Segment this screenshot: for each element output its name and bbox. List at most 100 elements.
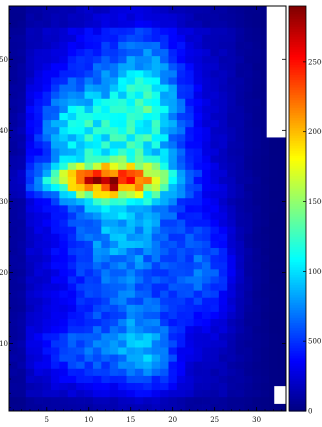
heatmap-cell — [227, 325, 237, 334]
heatmap-cell — [42, 69, 52, 78]
heatmap-cell — [218, 27, 228, 35]
heatmap-cell — [244, 197, 253, 206]
heatmap-cell — [235, 6, 245, 14]
heatmap-cell — [50, 276, 60, 284]
heatmap-cell — [252, 283, 262, 291]
heatmap-cell — [59, 204, 69, 213]
heatmap-cell — [269, 339, 278, 348]
heatmap-cell — [269, 254, 278, 263]
heatmap-cell — [252, 212, 262, 220]
heatmap-cell — [143, 6, 153, 14]
heatmap-cell — [59, 382, 69, 391]
heatmap-cell — [160, 48, 169, 57]
heatmap-cell — [42, 183, 52, 192]
heatmap-cell — [17, 27, 27, 35]
heatmap-cell — [67, 169, 77, 177]
heatmap-cell — [67, 396, 77, 405]
heatmap-cell — [193, 339, 203, 348]
heatmap-cell — [244, 219, 253, 227]
heatmap-cell — [92, 41, 102, 50]
heatmap-cell — [143, 169, 153, 177]
heatmap-cell — [84, 233, 94, 241]
colorbar-band — [289, 11, 306, 15]
heatmap-cell — [260, 318, 270, 327]
heatmap-cell — [34, 347, 43, 355]
heatmap-cell — [218, 347, 228, 355]
heatmap-cell — [235, 197, 245, 206]
heatmap-cell — [235, 276, 245, 284]
heatmap-cell — [210, 261, 220, 270]
heatmap-cell — [109, 332, 119, 341]
heatmap-cell — [160, 155, 169, 163]
heatmap-cell — [17, 91, 27, 99]
heatmap-cell — [168, 268, 178, 277]
white-mask-regions — [266, 6, 286, 404]
heatmap-cell — [76, 148, 85, 156]
heatmap-cell — [185, 27, 195, 35]
heatmap-cell — [218, 325, 228, 334]
heatmap-cell — [218, 148, 228, 156]
heatmap-cell — [118, 176, 127, 185]
heatmap-cell — [202, 77, 211, 85]
heatmap-cell — [101, 204, 111, 213]
heatmap-cell — [210, 176, 220, 185]
heatmap-cell — [244, 396, 253, 405]
heatmap-cell — [92, 226, 102, 234]
colorbar-band — [289, 236, 306, 240]
heatmap-cell — [244, 389, 253, 398]
heatmap-cell — [9, 226, 18, 234]
colorbar-band — [289, 185, 306, 189]
heatmap-cell — [151, 304, 161, 312]
colorbar-band — [289, 162, 306, 167]
heatmap-cell — [218, 197, 228, 206]
colorbar-band — [289, 241, 306, 245]
colorbar-band — [289, 289, 306, 293]
heatmap-cell — [143, 403, 153, 412]
heatmap-cell — [227, 396, 237, 405]
heatmap-cell — [109, 126, 119, 135]
heatmap-cell — [134, 69, 144, 78]
heatmap-cell — [160, 268, 169, 277]
heatmap-cell — [252, 304, 262, 312]
heatmap-cell — [252, 141, 262, 149]
heatmap-cell — [34, 339, 43, 348]
heatmap-cell — [160, 98, 169, 106]
heatmap-cell — [244, 190, 253, 199]
heatmap-cell — [210, 233, 220, 241]
heatmap-cell — [252, 169, 262, 177]
heatmap-cell — [227, 27, 237, 35]
colorbar-band — [289, 340, 306, 344]
heatmap-cell — [202, 112, 211, 121]
heatmap-cell — [9, 233, 18, 241]
heatmap-cell — [252, 240, 262, 248]
heatmap-cell — [151, 297, 161, 305]
heatmap-cell — [109, 77, 119, 85]
heatmap-cell — [17, 403, 27, 412]
heatmap-cell — [260, 247, 270, 256]
heatmap-cell — [151, 247, 161, 256]
heatmap-cell — [160, 126, 169, 135]
heatmap-cell — [67, 233, 77, 241]
heatmap-cell — [84, 212, 94, 220]
heatmap-cell — [126, 304, 136, 312]
heatmap-cell — [185, 276, 195, 284]
heatmap-cell — [101, 77, 111, 85]
colorbar-band — [289, 322, 306, 326]
heatmap-cell — [202, 354, 211, 362]
heatmap-cell — [76, 318, 85, 327]
heatmap-cell — [176, 112, 186, 121]
heatmap-cell — [160, 112, 169, 121]
heatmap-cell — [151, 396, 161, 405]
heatmap-cell — [143, 69, 153, 78]
heatmap-cell — [160, 247, 169, 256]
heatmap-cell — [109, 13, 119, 21]
heatmap-cell — [277, 240, 287, 248]
heatmap-cell — [202, 119, 211, 128]
heatmap-cell — [160, 304, 169, 312]
heatmap-cell — [84, 84, 94, 92]
heatmap-cell — [193, 190, 203, 199]
heatmap-cell — [176, 219, 186, 227]
colorbar-band — [289, 46, 306, 50]
heatmap-cell — [143, 77, 153, 85]
heatmap-cell — [34, 84, 43, 92]
